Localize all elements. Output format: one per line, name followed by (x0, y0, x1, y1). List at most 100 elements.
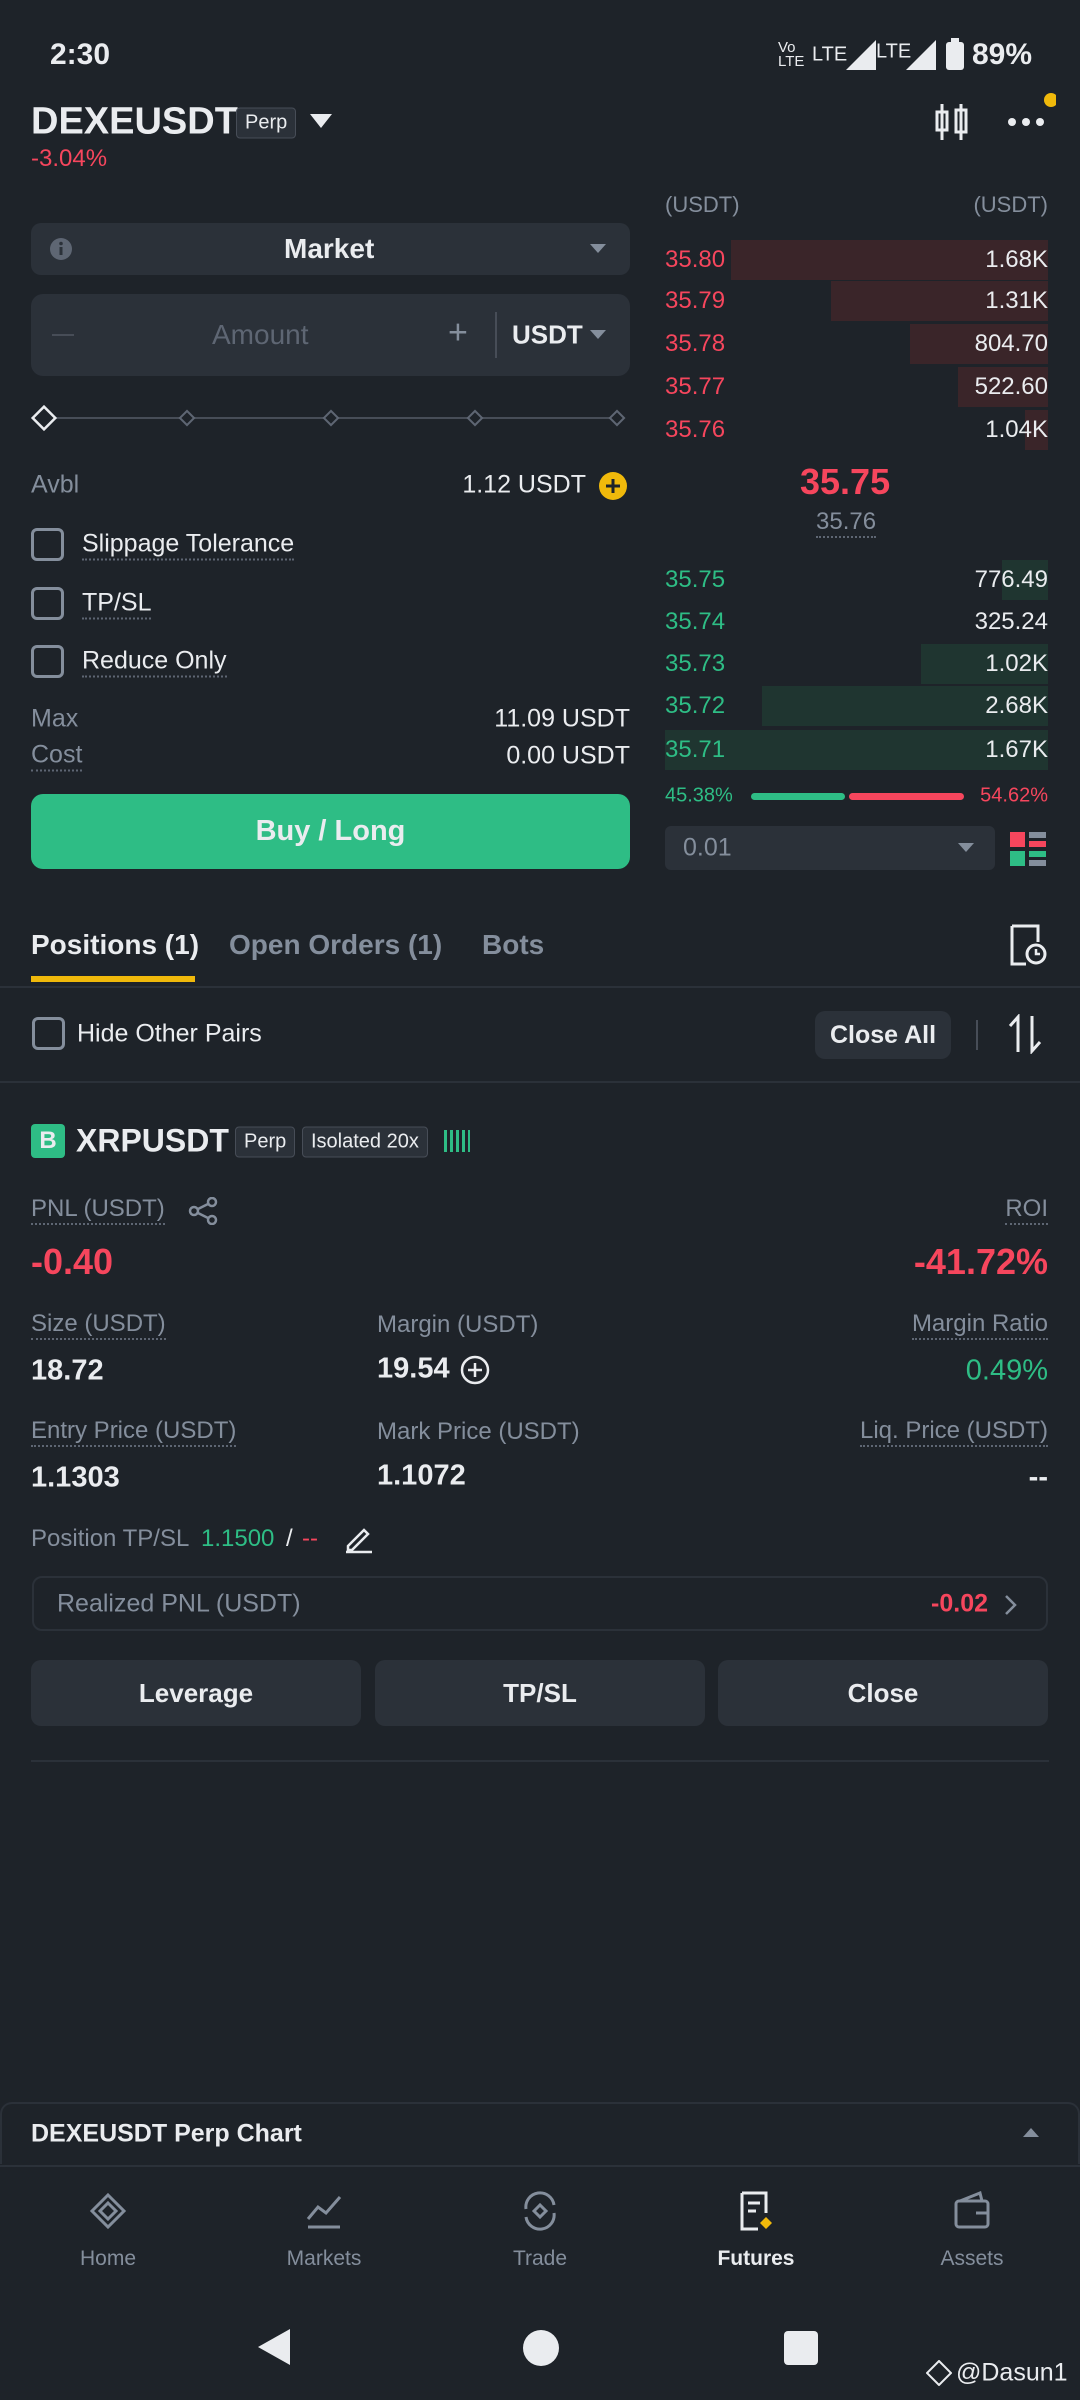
tick-size-select[interactable] (665, 826, 995, 870)
more-icon[interactable] (1006, 90, 1056, 132)
leverage-slider[interactable] (30, 402, 630, 434)
tab[interactable]: Bots (482, 929, 545, 960)
symbol-dropdown[interactable] (310, 114, 332, 130)
time: 2:30 (50, 38, 111, 71)
checkbox[interactable] (32, 1017, 65, 1050)
bids-row[interactable]: 35.74 325.24 (665, 602, 1048, 642)
buy-ratio-bar (751, 793, 845, 800)
chevron (1005, 1595, 1017, 1615)
share-button[interactable] (188, 1197, 218, 1225)
chart-drawer[interactable] (0, 2102, 1080, 2164)
price: 35.71 (665, 736, 726, 763)
chart-icon[interactable] (934, 102, 970, 142)
nav-item[interactable]: Assets (864, 2165, 1080, 2295)
bids-row[interactable]: 35.73 1.02K (665, 644, 1048, 684)
max-label: Max (31, 704, 79, 733)
signal-icon (846, 40, 876, 70)
book-layout-button[interactable] (1010, 832, 1046, 866)
strength-icon (444, 1130, 470, 1152)
leverage-button[interactable]: Leverage (31, 1660, 361, 1726)
transfer-button[interactable] (598, 471, 628, 501)
edit-tpsl-button[interactable] (344, 1524, 374, 1554)
asks-row[interactable]: 35.76 1.04K (665, 410, 1048, 450)
bids-row[interactable]: 35.71 1.67K (665, 730, 1048, 770)
back-button[interactable] (256, 2327, 292, 2367)
nav-label: Trade (512, 2247, 568, 2270)
checkbox[interactable] (31, 645, 64, 678)
nav-label: Markets (286, 2247, 362, 2270)
nav-icon (952, 2190, 992, 2231)
tpsl-button[interactable]: TP/SL (375, 1660, 705, 1726)
side-badge: B (31, 1124, 65, 1158)
tab[interactable]: Open Orders (1) (229, 929, 443, 960)
field-label: Margin (USDT) (377, 1311, 539, 1338)
max-value: 11.09 USDT (494, 704, 630, 733)
sl-value: -- (302, 1525, 318, 1552)
mark-price: 35.76 (816, 508, 877, 538)
nav-item[interactable]: Markets (216, 2165, 432, 2295)
hide-other-pairs: Hide Other Pairs (77, 1019, 262, 1048)
symbol[interactable]: DEXEUSDT (31, 100, 238, 143)
price: 35.74 (665, 608, 726, 635)
checkbox[interactable] (31, 587, 64, 620)
quantity: 2.68K (985, 692, 1048, 719)
bids-row[interactable]: 35.75 776.49 (665, 560, 1048, 600)
divider (0, 1081, 1080, 1083)
asks-row[interactable]: 35.78 804.70 (665, 324, 1048, 364)
asks-row[interactable]: 35.80 1.68K (665, 240, 1048, 280)
price: 35.75 (665, 566, 726, 593)
plus-button[interactable]: + (448, 313, 468, 352)
asks-row[interactable]: 35.77 522.60 (665, 367, 1048, 407)
field-value: 19.54 (377, 1352, 450, 1385)
divider (0, 986, 1080, 988)
tp-value: 1.1500 (201, 1525, 275, 1552)
position-symbol[interactable]: XRPUSDT (76, 1122, 229, 1159)
watermark-icon (926, 2360, 952, 2386)
quantity: 1.02K (985, 650, 1048, 677)
asks-row[interactable]: 35.79 1.31K (665, 281, 1048, 321)
close-button[interactable]: Close (718, 1660, 1048, 1726)
divider (495, 312, 497, 358)
field-value: -- (1028, 1461, 1048, 1494)
price: 35.80 (665, 246, 726, 273)
amount-placeholder: Amount (212, 319, 309, 350)
sell-ratio-bar (849, 793, 964, 800)
field-label: Mark Price (USDT) (377, 1418, 580, 1445)
price: 35.72 (665, 692, 726, 719)
sort-button[interactable] (1008, 1014, 1042, 1054)
pnl-value: -0.40 (31, 1241, 114, 1282)
info-icon[interactable] (49, 237, 73, 261)
checkbox[interactable] (31, 528, 64, 561)
nav-item[interactable]: Futures (648, 2165, 864, 2295)
field-value: 0.49% (965, 1354, 1048, 1387)
bids-row[interactable]: 35.72 2.68K (665, 686, 1048, 726)
price: 35.76 (665, 416, 726, 443)
recents-button[interactable] (784, 2331, 818, 2365)
column-header: (USDT) (973, 192, 1048, 217)
minus-button[interactable] (52, 334, 74, 336)
tab[interactable]: Positions (1) (31, 929, 200, 960)
nav-item[interactable]: Home (0, 2165, 216, 2295)
buy-ratio: 45.38% (665, 784, 733, 807)
nav-item[interactable]: Trade (432, 2165, 648, 2295)
add-margin-button[interactable] (460, 1355, 490, 1385)
contract-badge: Perp (235, 1126, 296, 1158)
amount-input[interactable] (31, 294, 630, 376)
realized-pnl-row[interactable] (32, 1576, 1048, 1631)
depth-bar (831, 281, 1048, 321)
depth-bar (731, 240, 1048, 280)
quantity: 804.70 (974, 330, 1048, 357)
buy-long-button[interactable]: Buy / Long (31, 794, 630, 869)
unit-select[interactable]: USDT (512, 319, 583, 350)
home-button[interactable] (522, 2329, 560, 2367)
close-all-button[interactable]: Close All (815, 1011, 951, 1059)
realized-pnl-label: Realized PNL (USDT) (57, 1589, 301, 1618)
depth-bar (921, 644, 1048, 684)
order-type: Market (284, 233, 375, 264)
option-label: Reduce Only (82, 647, 227, 678)
order-type-select[interactable] (31, 223, 630, 275)
history-button[interactable] (1008, 924, 1048, 966)
quantity: 1.68K (985, 246, 1048, 273)
quantity: 522.60 (974, 373, 1048, 400)
